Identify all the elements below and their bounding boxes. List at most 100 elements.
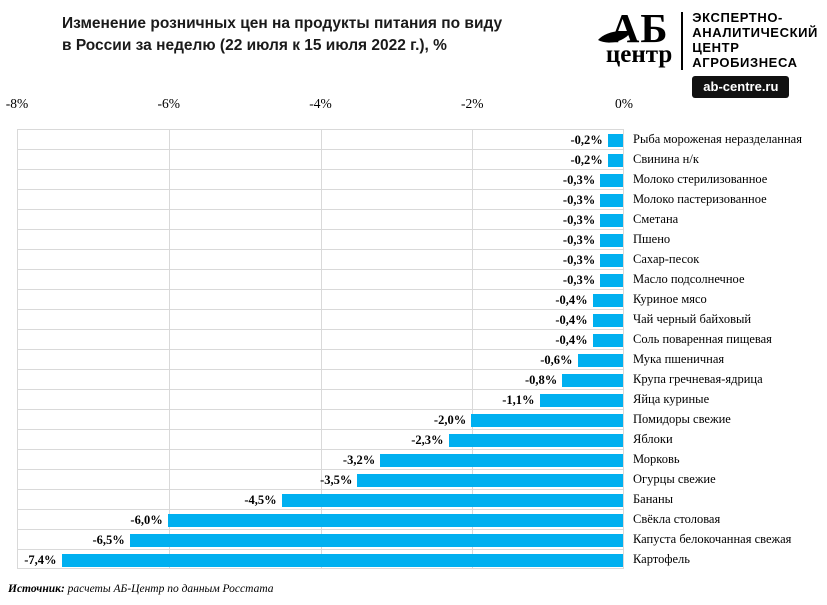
category-label: Молоко стерилизованное — [633, 172, 768, 186]
chart-title-line1: Изменение розничных цен на продукты пита… — [62, 15, 503, 32]
bar-value-label: -6,0% — [130, 512, 163, 527]
bar-row: -0,8% — [18, 370, 623, 390]
logo-tagline-line: АГРОБИЗНЕСА — [692, 55, 798, 70]
bar-row: -0,6% — [18, 350, 623, 370]
bar-row: -0,2% — [18, 150, 623, 170]
logo-subname-text: центр — [605, 41, 673, 68]
bar-value-label: -0,2% — [570, 152, 603, 167]
bar-row: -0,4% — [18, 290, 623, 310]
bar-value-label: -0,2% — [570, 132, 603, 147]
bar-value-label: -4,5% — [244, 492, 277, 507]
category-label: Мука пшеничная — [633, 352, 725, 366]
gridline-vertical — [471, 130, 473, 568]
category-label: Картофель — [633, 552, 690, 566]
logo-right-block: ЭКСПЕРТНО- АНАЛИТИЧЕСКИЙ ЦЕНТР АГРОБИЗНЕ… — [692, 10, 818, 98]
plot-area: -0,2% -0,2% -0,3% -0,3% -0,3% -0,3% -0,3% -0,3%… — [17, 129, 624, 569]
bar-row: -2,0% — [18, 410, 623, 430]
bar-row: -6,5% — [18, 530, 623, 550]
bar — [281, 493, 623, 507]
bar-value-label: -6,5% — [92, 532, 125, 547]
bar — [600, 193, 623, 207]
category-label: Бананы — [633, 492, 674, 506]
category-label: Сахар-песок — [633, 252, 700, 266]
x-axis-tick: 0% — [615, 96, 633, 111]
bar — [562, 373, 623, 387]
bar — [167, 513, 623, 527]
source-text: расчеты АБ-Центр по данным Росстата — [64, 583, 274, 595]
bar-row: -0,3% — [18, 210, 623, 230]
logo-tagline: ЭКСПЕРТНО- АНАЛИТИЧЕСКИЙ ЦЕНТР АГРОБИЗНЕ… — [692, 10, 818, 70]
bar-row: -0,3% — [18, 250, 623, 270]
website-badge: ab-centre.ru — [692, 76, 790, 98]
category-label: Свёкла столовая — [633, 512, 721, 526]
source-prefix: Источник: — [8, 583, 65, 595]
category-label: Яйца куриные — [633, 392, 710, 406]
logo-divider — [681, 12, 684, 70]
source-note: Источник: расчеты АБ-Центр по данным Рос… — [8, 583, 274, 595]
category-label: Молоко пастеризованное — [633, 192, 767, 206]
bar-value-label: -0,3% — [562, 172, 596, 187]
bar — [600, 233, 623, 247]
bar — [600, 213, 623, 227]
category-label: Морковь — [633, 452, 680, 466]
bar-value-label: -0,4% — [555, 292, 588, 307]
bar-value-label: -3,5% — [320, 472, 353, 487]
chart-title: Изменение розничных цен на продукты пита… — [62, 13, 502, 57]
bar-value-label: -0,3% — [562, 192, 596, 207]
category-label: Масло подсолнечное — [633, 272, 745, 286]
ab-centre-logo: АБ центр ЭКСПЕРТНО- АНАЛИТИЧЕСКИЙ ЦЕНТР … — [597, 5, 818, 98]
bar — [577, 353, 623, 367]
category-label: Соль поваренная пищевая — [633, 332, 772, 346]
bar-value-label: -2,3% — [411, 432, 444, 447]
category-label: Рыба мороженая неразделанная — [633, 132, 802, 146]
bar-row: -0,3% — [18, 170, 623, 190]
bar-row: -0,3% — [18, 190, 623, 210]
bar-rows: -0,2% -0,2% -0,3% -0,3% -0,3% -0,3% -0,3% -0,3%… — [18, 130, 623, 568]
bar-row: -6,0% — [18, 510, 623, 530]
bar-row: -1,1% — [18, 390, 623, 410]
logo-abbr-text: АБ — [609, 5, 669, 51]
category-label: Куриное мясо — [633, 292, 707, 306]
bar — [61, 553, 623, 567]
bar-row: -0,3% — [18, 230, 623, 250]
bar-row: -3,5% — [18, 470, 623, 490]
bar-value-label: -0,6% — [540, 352, 573, 367]
bar-row: -0,4% — [18, 330, 623, 350]
bar-row: -0,4% — [18, 310, 623, 330]
logo-tagline-line: ЦЕНТР — [692, 40, 740, 55]
bar — [380, 453, 623, 467]
logo-tagline-line: АНАЛИТИЧЕСКИЙ — [692, 25, 818, 40]
bar-value-label: -0,3% — [562, 212, 596, 227]
bar-value-label: -0,3% — [562, 272, 596, 287]
category-label: Крупа гречневая-ядрица — [633, 372, 763, 386]
x-axis-tick: -6% — [157, 96, 181, 111]
bar — [607, 133, 623, 147]
bar — [129, 533, 623, 547]
logo-tagline-line: ЭКСПЕРТНО- — [692, 10, 783, 25]
bar — [592, 293, 623, 307]
gridline-vertical — [320, 130, 322, 568]
bar-value-label: -0,8% — [525, 372, 558, 387]
bar — [592, 333, 623, 347]
bar-value-label: -0,3% — [562, 232, 596, 247]
bar-value-label: -3,2% — [342, 452, 376, 467]
bar — [448, 433, 623, 447]
category-labels: Рыба мороженая неразделанная Свинина н/к М… — [633, 129, 827, 569]
bar-value-label: -0,4% — [555, 332, 588, 347]
category-label: Помидоры свежие — [633, 412, 731, 426]
bar-row: -3,2% — [18, 450, 623, 470]
category-label: Сметана — [633, 212, 679, 226]
bar — [357, 473, 623, 487]
x-axis: -8% -6% -4% -2% 0% — [6, 96, 633, 114]
bar-value-label: -0,4% — [555, 312, 588, 327]
leaf-icon — [597, 31, 631, 43]
bar — [600, 173, 623, 187]
bar — [600, 253, 623, 267]
bar-row: -0,2% — [18, 130, 623, 150]
bar — [600, 273, 623, 287]
bar-value-label: -2,0% — [433, 412, 467, 427]
category-label: Капуста белокочанная свежая — [633, 532, 792, 546]
bar — [539, 393, 623, 407]
gridline-vertical — [169, 130, 171, 568]
category-label: Пшено — [633, 232, 671, 246]
